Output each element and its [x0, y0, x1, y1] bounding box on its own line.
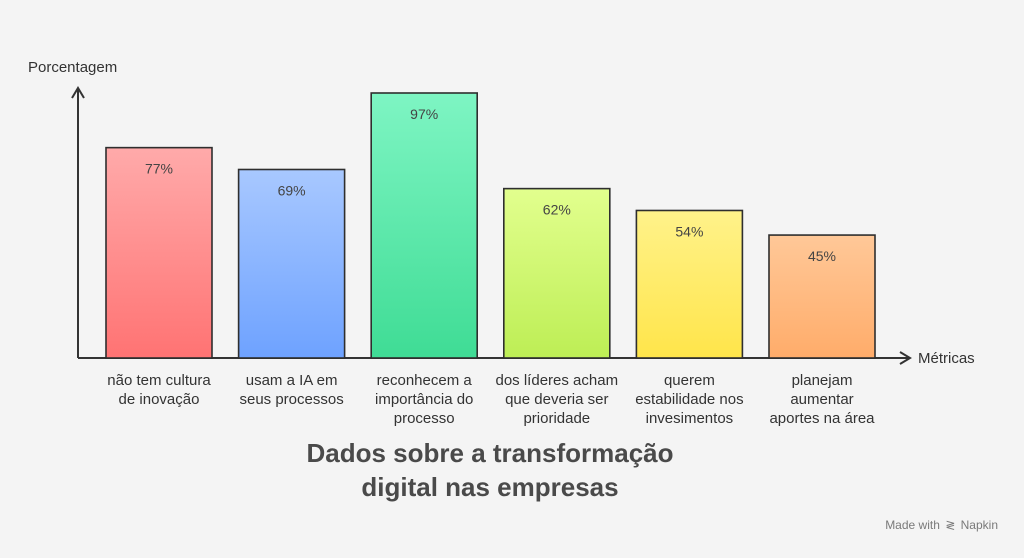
watermark-brand: Napkin: [960, 518, 998, 532]
watermark-prefix: Made with: [885, 518, 940, 532]
x-axis-label: Métricas: [918, 350, 975, 367]
napkin-icon: ≷: [945, 518, 956, 532]
category-label-3-line-2: prioridade: [523, 410, 590, 427]
category-label-4-line-0: querem: [664, 372, 715, 389]
category-label-0-line-0: não tem cultura: [107, 372, 211, 389]
bar-2: [370, 92, 479, 359]
chart-title-line-1: Dados sobre a transformação: [306, 438, 674, 468]
made-with-napkin-watermark[interactable]: Made with ≷ Napkin: [885, 518, 998, 532]
y-axis-arrow: [71, 86, 85, 99]
category-label-5-line-0: planejam: [792, 372, 853, 389]
bar-value-label-3: 62%: [543, 202, 571, 218]
category-label-3-line-0: dos líderes acham: [496, 372, 619, 389]
bar-value-label-4: 54%: [675, 223, 703, 239]
chart-labels: Porcentagem Métricas 77% não tem cultura de …: [28, 59, 975, 427]
bar-value-label-5: 45%: [808, 248, 836, 264]
bar-4: [635, 209, 744, 359]
category-label-2-line-1: importância do: [375, 391, 473, 408]
bar-value-label-1: 69%: [278, 182, 306, 198]
chart-bars: [105, 92, 876, 359]
x-axis-arrow: [899, 351, 912, 365]
chart-title-line-2: digital nas empresas: [361, 472, 619, 502]
category-label-4-line-1: estabilidade nos: [635, 391, 743, 408]
bar-value-label-2: 97%: [410, 106, 438, 122]
y-axis-label: Porcentagem: [28, 59, 117, 76]
bar-value-label-0: 77%: [145, 161, 173, 177]
category-label-1-line-1: seus processos: [239, 391, 343, 408]
bar-3: [502, 187, 611, 359]
bar-0: [105, 146, 213, 359]
category-label-5-line-2: aportes na área: [769, 410, 875, 427]
chart-title: Dados sobre a transformação digital nas …: [0, 436, 980, 504]
category-label-3-line-1: que deveria ser: [505, 391, 608, 408]
category-label-2-line-2: processo: [394, 410, 455, 427]
category-label-0-line-1: de inovação: [119, 391, 200, 408]
category-label-5-line-1: aumentar: [790, 391, 853, 408]
category-label-1-line-0: usam a IA em: [246, 372, 338, 389]
category-label-4-line-2: invesimentos: [646, 410, 734, 427]
bar-1: [237, 168, 346, 359]
bar-5: [768, 234, 876, 359]
category-label-2-line-0: reconhecem a: [377, 372, 473, 389]
